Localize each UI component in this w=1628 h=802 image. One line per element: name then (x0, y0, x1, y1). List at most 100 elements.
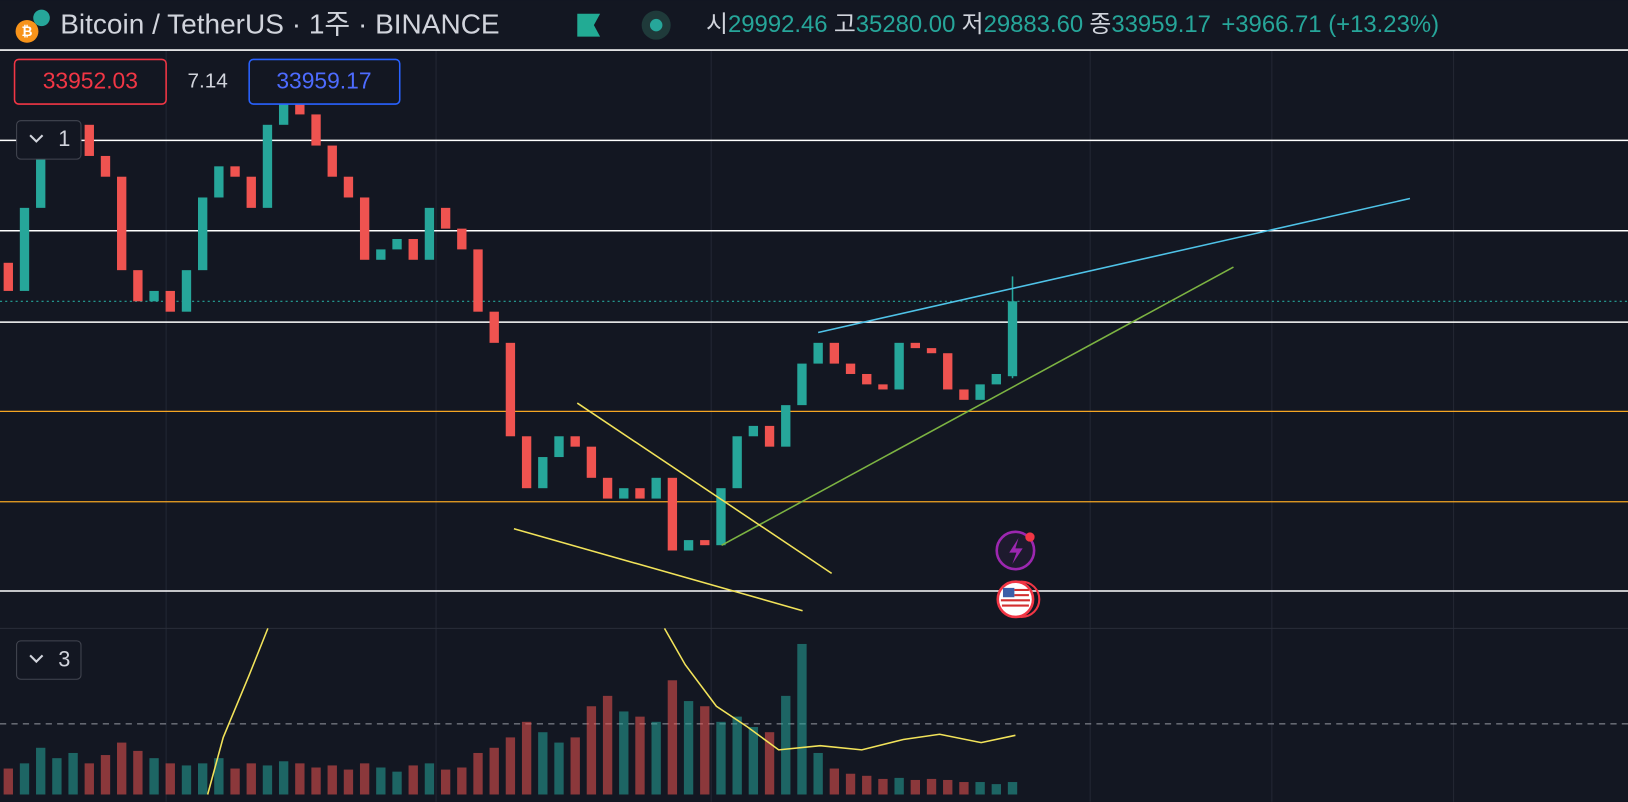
candle-body (473, 249, 483, 312)
support-lines (0, 410, 1628, 503)
candle-body (3, 262, 13, 291)
candle-body (262, 124, 273, 208)
candle-body (489, 311, 499, 343)
volume-bar (84, 763, 94, 795)
volume-bar (586, 706, 597, 795)
volume-bar (975, 782, 985, 795)
candle-body (133, 270, 143, 302)
volume-bar (797, 643, 807, 795)
trend-lines (206, 197, 1411, 795)
volume-bar (117, 742, 127, 795)
volume-bar (667, 680, 678, 795)
volume-bar (19, 763, 30, 795)
candle-body (829, 342, 840, 364)
candle-body (586, 446, 597, 478)
volume-bar (489, 747, 499, 795)
candle-body (894, 342, 904, 390)
candle-body (813, 342, 823, 364)
candle-body (521, 436, 532, 489)
volume-bar (635, 716, 645, 795)
volume-bar (829, 768, 840, 795)
volume-bar (392, 771, 402, 795)
volume-bar (521, 721, 532, 795)
candle-body (862, 373, 872, 385)
volume-bar (408, 765, 418, 795)
candle-body (667, 477, 678, 551)
volume-bar (813, 752, 823, 795)
candle-body (683, 540, 694, 551)
candle-body (845, 363, 856, 374)
candle-body (959, 389, 969, 400)
candle-body (392, 239, 402, 250)
volume-bar (295, 763, 305, 795)
candle-body (197, 197, 208, 271)
volume-bar (100, 755, 111, 795)
candle-body (505, 342, 516, 437)
event-icons[interactable] (995, 530, 1041, 619)
candle-body (117, 176, 127, 271)
volume-bar (376, 767, 386, 795)
change: +3966.71 (+13.23%) (1221, 11, 1439, 38)
candle-body (1007, 301, 1018, 377)
volume-bar (473, 752, 483, 795)
volume-bar (3, 768, 13, 795)
h-label: 고 (834, 11, 856, 38)
candle-body (19, 207, 30, 291)
pane-toggle[interactable]: 3 (16, 640, 82, 680)
flag-icon[interactable] (577, 13, 601, 37)
volume-bar (926, 778, 937, 795)
volume-bar (278, 761, 289, 795)
candle-body (327, 145, 337, 177)
volume-bar (878, 778, 888, 795)
volume-bar (570, 737, 580, 795)
btc-glyph: ₿ (21, 24, 32, 39)
volume-bar (311, 767, 321, 795)
level-lines (0, 139, 1628, 592)
volume-bar (181, 765, 192, 795)
volume-bar (343, 769, 354, 795)
l-value: 29883.60 (984, 11, 1084, 38)
volume-bar (1007, 782, 1018, 795)
candle-body (570, 436, 580, 447)
candle-body (700, 540, 710, 546)
ohlc: 시29992.46 고35280.00 저29883.60 종33959.17 +396… (706, 11, 1439, 38)
candle-body (651, 477, 661, 499)
candle-body (764, 425, 775, 447)
pane-toggle[interactable]: 1 (16, 120, 82, 160)
candle-body (84, 124, 94, 156)
volume-bar (732, 716, 742, 795)
volume-bar (262, 765, 273, 795)
candle-body (440, 207, 451, 229)
bid-price: 33952.03 (43, 67, 138, 93)
volume-bar (943, 779, 953, 795)
volume-bar (748, 727, 759, 795)
candle-body (619, 488, 629, 499)
candle-body (181, 270, 192, 312)
candle-body (408, 239, 418, 260)
volume-bar (716, 721, 726, 795)
candle-body (878, 384, 888, 390)
series (3, 104, 1018, 795)
volume-bar (327, 765, 337, 795)
btc-icon (15, 19, 39, 43)
ask-price: 33959.17 (276, 67, 371, 93)
candle-body (214, 166, 224, 198)
candle-body (975, 384, 985, 400)
candle-body (343, 176, 354, 198)
symbol: Bitcoin / TetherUS · 1주 · BINANCE (60, 9, 499, 40)
volume-bar (538, 732, 548, 795)
candle-body (797, 363, 807, 406)
c-label: 종 (1089, 11, 1111, 38)
candle-body (100, 155, 111, 177)
candle-body (554, 436, 564, 458)
volume-bar (894, 777, 904, 795)
candle-body (311, 114, 321, 146)
volume-bar (440, 769, 451, 795)
volume-bar (52, 758, 62, 795)
candle-body (165, 290, 175, 312)
volume-bar (781, 695, 791, 795)
candle-body (457, 228, 467, 250)
volume-bar (683, 701, 694, 795)
candle-body (359, 197, 370, 260)
